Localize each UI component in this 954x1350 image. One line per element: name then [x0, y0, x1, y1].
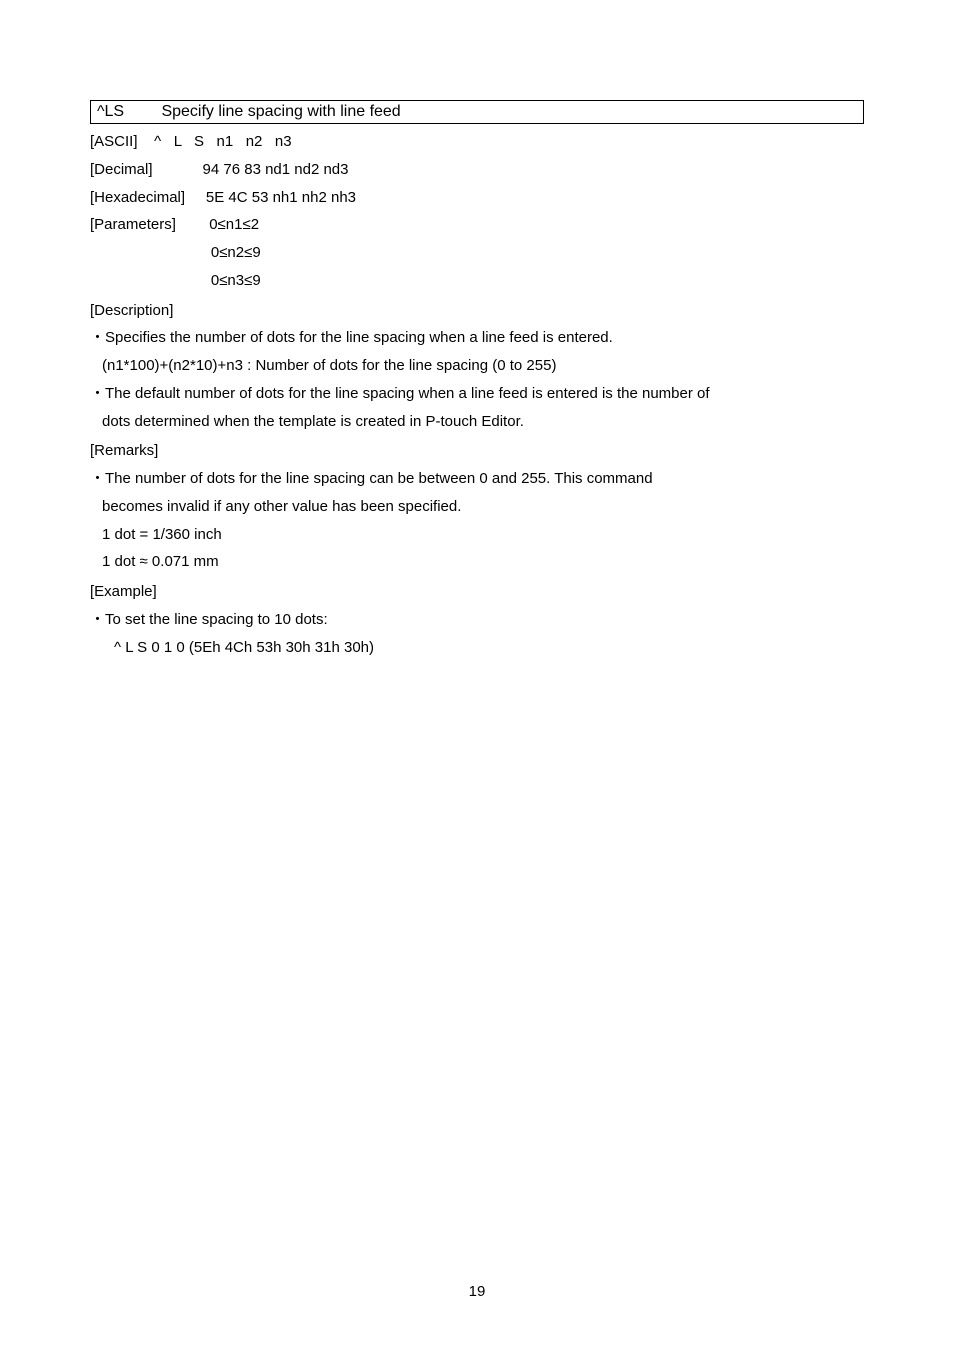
command-name: ^LS	[97, 103, 157, 121]
description-formula: (n1*100)+(n2*10)+n3 : Number of dots for…	[90, 352, 864, 380]
parameters-line-2: 0≤n2≤9	[90, 239, 864, 267]
description-bullet-1: ・Specifies the number of dots for the li…	[90, 324, 864, 352]
decimal-line: [Decimal] 94 76 83 nd1 nd2 nd3	[90, 156, 864, 184]
description-bullet-2b: dots determined when the template is cre…	[90, 408, 864, 436]
parameters-line-3: 0≤n3≤9	[90, 267, 864, 295]
example-code: ^ L S 0 1 0 (5Eh 4Ch 53h 30h 31h 30h)	[90, 634, 864, 662]
remarks-dot-2: 1 dot ≈ 0.071 mm	[90, 548, 864, 576]
parameters-line-1: [Parameters] 0≤n1≤2	[90, 211, 864, 239]
parameter-block: [ASCII] ^ L S n1 n2 n3 [Decimal] 94 76 8…	[90, 128, 864, 295]
remarks-bullet-1b: becomes invalid if any other value has b…	[90, 493, 864, 521]
command-header-box: ^LS Specify line spacing with line feed	[90, 100, 864, 124]
hex-line: [Hexadecimal] 5E 4C 53 nh1 nh2 nh3	[90, 184, 864, 212]
command-title: Specify line spacing with line feed	[161, 103, 400, 121]
example-label: [Example]	[90, 578, 864, 606]
description-label: [Description]	[90, 297, 864, 325]
ascii-line: [ASCII] ^ L S n1 n2 n3	[90, 128, 864, 156]
page-number: 19	[0, 1283, 954, 1300]
example-bullet-1: ・To set the line spacing to 10 dots:	[90, 606, 864, 634]
remarks-label: [Remarks]	[90, 437, 864, 465]
description-bullet-2a: ・The default number of dots for the line…	[90, 380, 864, 408]
remarks-dot-1: 1 dot = 1/360 inch	[90, 521, 864, 549]
remarks-bullet-1a: ・The number of dots for the line spacing…	[90, 465, 864, 493]
